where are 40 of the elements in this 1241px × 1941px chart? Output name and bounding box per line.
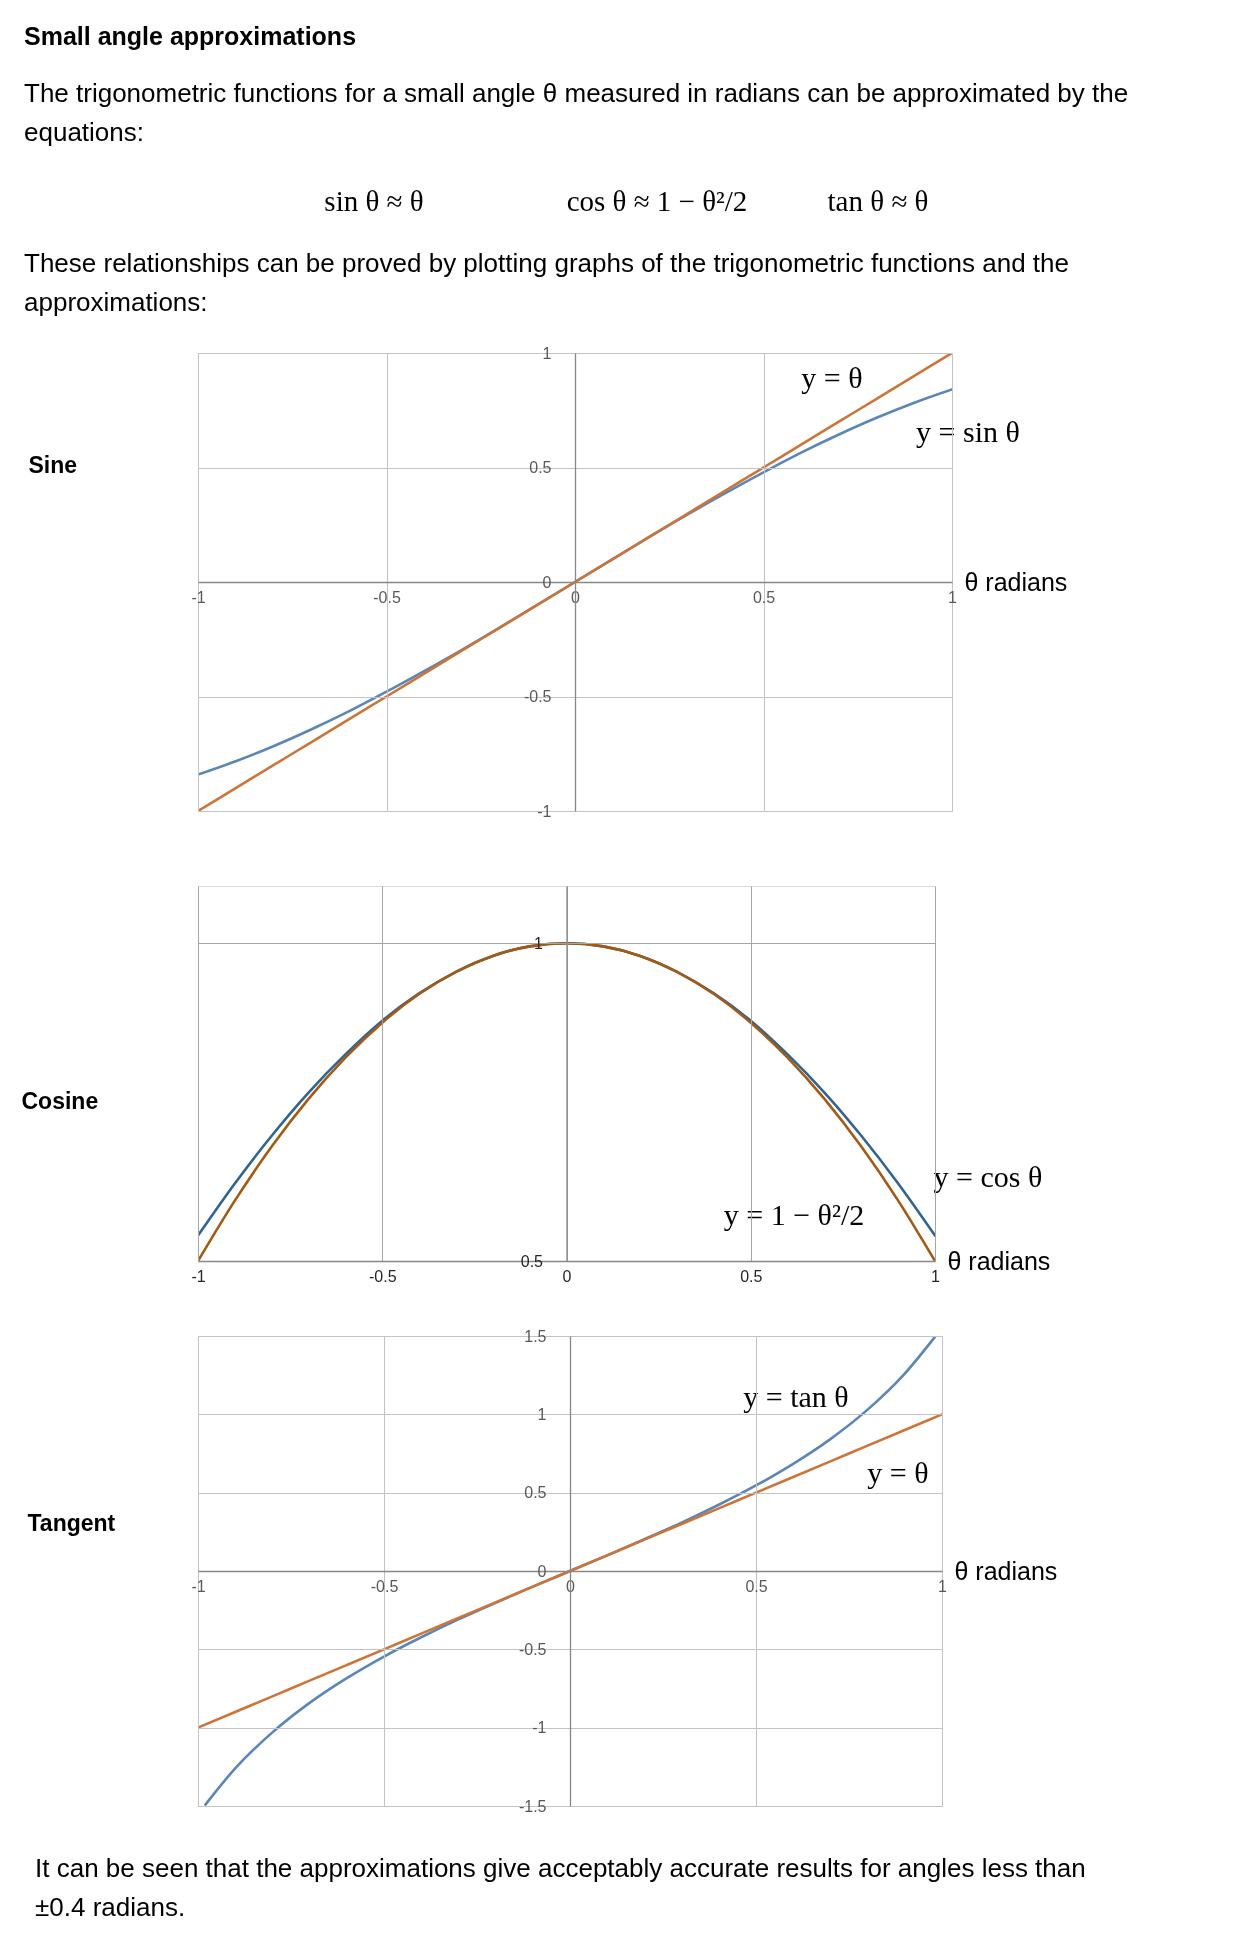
x-tick-label: -1 [191,1577,206,1595]
series-label: y = θ [867,1456,929,1489]
y-tick-label: 1.5 [524,1327,547,1345]
text: It can be seen that the approximations give acceptably accurate results for angles less than ±0.4 radians. [35,1853,1086,1922]
text: cos θ ≈ 1 − θ²/2 [566,185,748,217]
x-tick-label: 0 [562,1267,572,1285]
series-label: y = θ [801,361,863,394]
x-axis-title: θ radians [964,567,1068,596]
chart-title: Small angle approximations [24,22,357,50]
x-axis-title: θ radians [954,1556,1058,1585]
x-tick-label: 0.5 [740,1267,763,1285]
y-axis-title: Cosine [21,1087,99,1114]
text: tan θ ≈ θ [827,185,929,217]
y-tick-label: -0.5 [518,1640,547,1658]
y-tick-label: 1 [542,344,552,362]
y-tick-label: -0.5 [523,688,552,705]
y-tick-label: -1.5 [518,1797,547,1815]
x-tick-label: -0.5 [368,1267,397,1285]
text: sin θ ≈ θ [324,185,424,217]
text: These relationships can be proved by plotting graphs of the trigonometric functions and the approximations: [24,248,1069,317]
y-axis-title: Sine [28,451,78,478]
text: The trigonometric functions for a small angle θ measured in radians can be approximated by the equations: [24,78,1129,147]
x-tick-label: 1 [948,588,958,606]
x-tick-label: -1 [191,1267,206,1285]
x-tick-label: -0.5 [373,588,401,606]
x-tick-label: 1 [938,1577,948,1595]
y-tick-label: -1 [532,1719,547,1737]
x-tick-label: 0.5 [752,588,776,606]
y-tick-label: -1 [537,802,552,820]
x-tick-label: -1 [191,588,206,606]
x-axis-title: θ radians [947,1246,1051,1275]
y-tick-label: 1 [537,1405,547,1423]
x-tick-label: -0.5 [370,1577,399,1595]
y-axis-title: Tangent [27,1509,116,1536]
x-tick-label: 1 [931,1267,941,1285]
series-label: y = tan θ [743,1380,849,1413]
y-tick-label: 0.5 [524,1484,547,1502]
x-tick-label: 0.5 [745,1577,768,1595]
y-tick-label: 0.5 [520,1252,544,1270]
y-tick-label: 0.5 [529,459,552,476]
